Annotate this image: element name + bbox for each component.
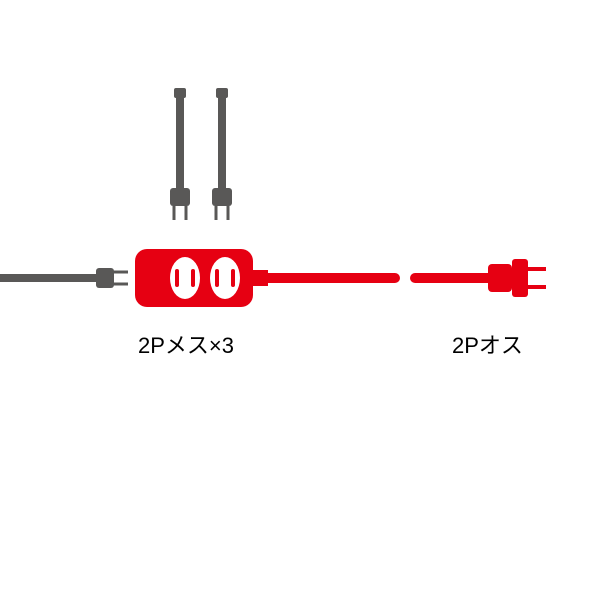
- outlet-1-slot-r: [231, 269, 235, 287]
- top-plug-0-body: [170, 188, 190, 206]
- top-cord-0-strain: [174, 88, 186, 98]
- outlet-0-slot-r: [191, 269, 195, 287]
- plug-label: 2Pオス: [452, 328, 523, 360]
- top-plug-1-body: [212, 188, 232, 206]
- outlet-1-slot-l: [215, 269, 219, 287]
- outlet-0-slot-l: [175, 269, 179, 287]
- sockets-label: 2Pメス×3: [138, 328, 234, 360]
- left-plug-body: [96, 268, 114, 288]
- top-cord-1-strain: [216, 88, 228, 98]
- outlet-0-face: [170, 257, 200, 299]
- outlet-1-face: [210, 257, 240, 299]
- red-plug-body: [488, 264, 512, 292]
- red-plug-face: [512, 259, 528, 297]
- diagram-canvas: [0, 0, 600, 600]
